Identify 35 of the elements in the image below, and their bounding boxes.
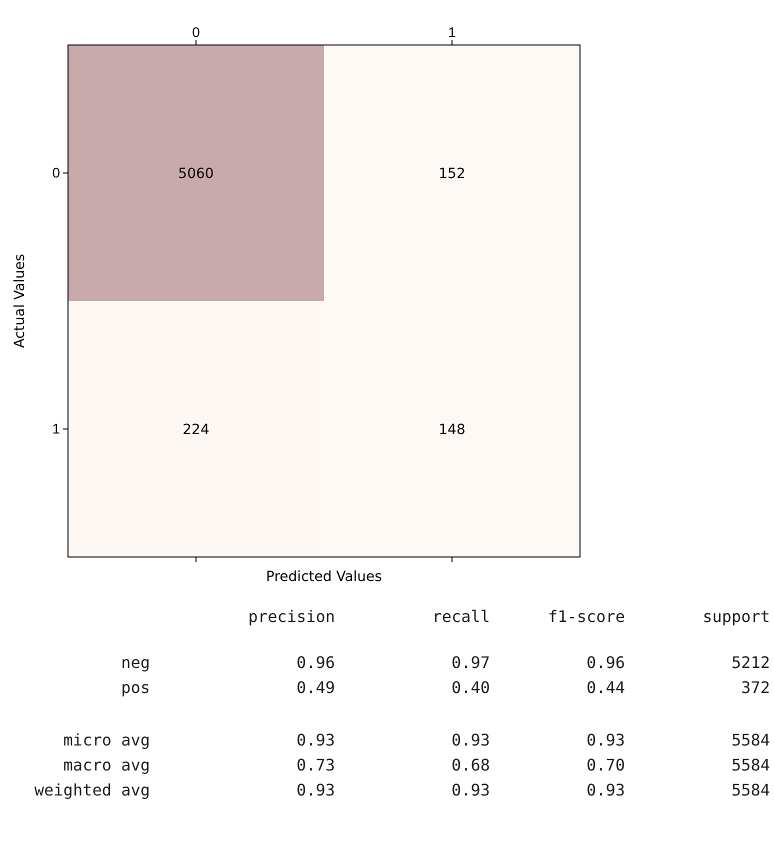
text: 0.93	[451, 730, 490, 750]
text: 0.93	[296, 780, 335, 800]
text: 0.68	[451, 756, 490, 774]
text: 0.93	[586, 780, 625, 800]
text: 0.73	[296, 756, 335, 774]
text: 0.70	[586, 756, 625, 774]
text: 0.49	[296, 678, 335, 697]
category-label: recall	[432, 607, 490, 626]
data-label: 5060	[178, 166, 214, 182]
text: 0.97	[451, 653, 490, 672]
text: 5212	[731, 653, 770, 672]
category-label: precision	[248, 607, 335, 626]
x-axis-title: Predicted Values	[266, 569, 382, 585]
text: 0.96	[296, 653, 335, 672]
category-label: f1-score	[548, 607, 625, 626]
text: 0.93	[586, 730, 625, 750]
category-label: support	[702, 607, 770, 626]
text: 5584	[731, 730, 770, 750]
text: 0.93	[296, 730, 335, 750]
category-label: macro avg	[63, 756, 150, 774]
data-label: 148	[438, 422, 466, 438]
text: 5584	[731, 780, 770, 800]
data-label: 224	[182, 422, 210, 438]
category-label: weighted avg	[34, 780, 150, 800]
text: 0.44	[586, 678, 625, 697]
category-label: neg	[121, 653, 150, 672]
y-axis-title: Actual Values	[12, 254, 28, 348]
text: 0.93	[451, 780, 490, 800]
text: 5584	[731, 756, 770, 774]
text: 0.40	[451, 678, 490, 697]
text: 0.96	[586, 653, 625, 672]
text: 372	[741, 678, 770, 697]
category-label: pos	[121, 678, 150, 697]
category-label: micro avg	[63, 730, 150, 750]
data-label: 152	[438, 166, 466, 182]
